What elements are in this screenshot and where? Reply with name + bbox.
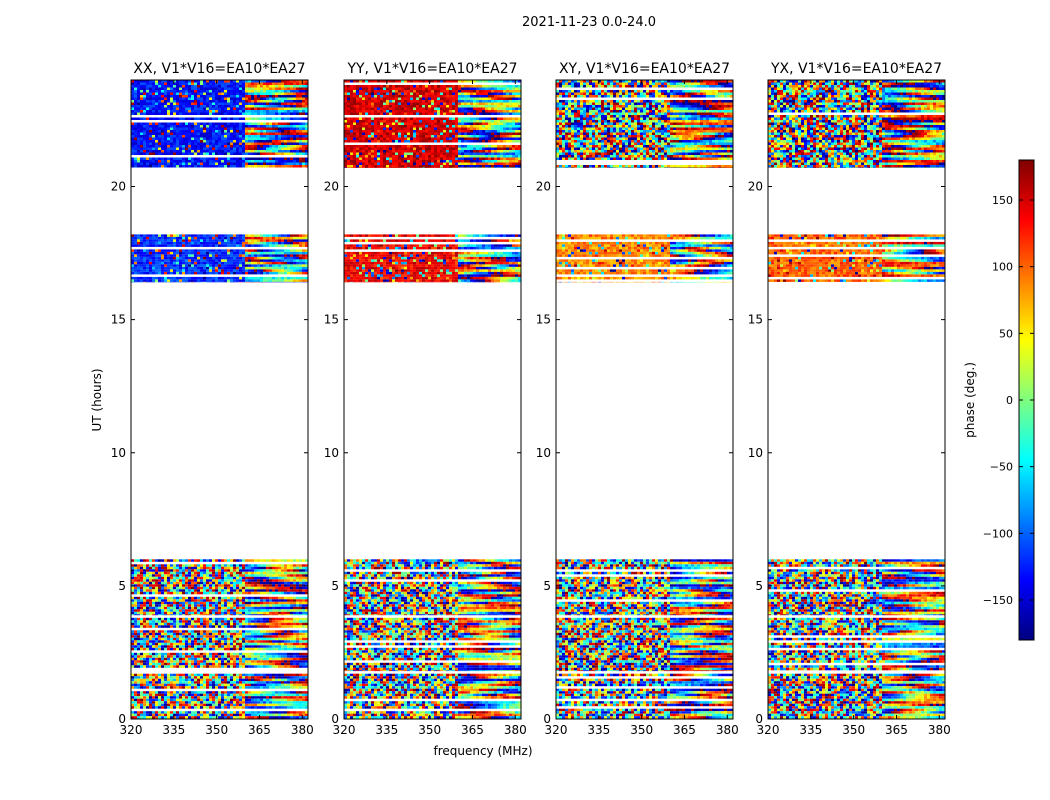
x-tick-label: 350	[842, 723, 865, 737]
y-axis-label: UT (hours)	[90, 368, 104, 431]
heatmap-cells	[131, 80, 308, 719]
figure-suptitle: 2021-11-23 0.0-24.0	[522, 15, 656, 30]
y-tick-label: 5	[755, 579, 763, 593]
data-band	[344, 234, 521, 283]
colorbar-tick-label: −150	[983, 594, 1013, 607]
y-tick-label: 0	[543, 712, 551, 726]
panel-title: YX, V1*V16=EA10*EA27	[770, 61, 942, 77]
x-tick-label: 365	[885, 723, 908, 737]
y-tick-label: 15	[536, 313, 551, 327]
x-tick-label: 380	[928, 723, 951, 737]
y-tick-label: 10	[536, 446, 551, 460]
panel-3: XY, V1*V16=EA10*EA27 320 335 350 365 380 0 5 10 1…	[536, 61, 739, 737]
data-band	[768, 80, 945, 168]
data-band	[344, 559, 521, 616]
x-tick-label: 365	[248, 723, 271, 737]
y-tick-label: 5	[331, 579, 339, 593]
data-band	[344, 617, 521, 672]
y-tick-label: 0	[331, 712, 339, 726]
x-tick-label: 365	[461, 723, 484, 737]
data-band	[344, 80, 521, 168]
y-tick-label: 10	[324, 446, 339, 460]
panel-frame	[555, 79, 734, 720]
panel-frame	[767, 79, 946, 720]
panel-title: XY, V1*V16=EA10*EA27	[559, 61, 730, 77]
data-band	[768, 234, 945, 282]
data-band	[768, 559, 945, 616]
x-tick-label: 380	[716, 723, 739, 737]
data-band	[556, 673, 733, 719]
y-tick-label: 0	[118, 712, 126, 726]
colorbar-label: phase (deg.)	[963, 362, 977, 438]
y-tick-label: 15	[111, 313, 126, 327]
x-tick-label: 320	[545, 723, 568, 737]
panel-title: XX, V1*V16=EA10*EA27	[133, 61, 305, 77]
x-tick-label: 350	[205, 723, 228, 737]
x-tick-label: 335	[162, 723, 185, 737]
x-tick-label: 320	[120, 723, 143, 737]
colorbar-tick-label: −50	[990, 461, 1013, 474]
panel-4: YX, V1*V16=EA10*EA27 320 335 350 365 380 0 5 10 1…	[748, 61, 951, 737]
x-tick-label: 380	[504, 723, 527, 737]
data-band	[556, 617, 733, 672]
x-tick-label: 335	[587, 723, 610, 737]
y-tick-label: 20	[324, 180, 339, 194]
y-tick-label: 10	[111, 446, 126, 460]
y-tick-label: 15	[748, 313, 763, 327]
x-tick-label: 320	[333, 723, 356, 737]
heatmap-cells	[556, 80, 733, 719]
data-band	[556, 234, 733, 283]
x-tick-label: 350	[630, 723, 653, 737]
x-tick-label: 365	[673, 723, 696, 737]
y-tick-label: 20	[536, 180, 551, 194]
y-tick-label: 15	[324, 313, 339, 327]
colorbar-ticks: 150 100 50 0 −50 −100 −150	[983, 194, 1034, 607]
data-band	[131, 559, 308, 616]
panel-1: XX, V1*V16=EA10*EA27 320 335 350 365 380 0 5 10 1…	[111, 61, 314, 737]
data-band	[131, 80, 308, 168]
x-tick-label: 335	[375, 723, 398, 737]
x-axis-label: frequency (MHz)	[433, 744, 532, 758]
panel-title: YY, V1*V16=EA10*EA27	[346, 61, 517, 77]
data-band	[768, 673, 945, 719]
x-tick-label: 320	[757, 723, 780, 737]
colorbar-tick-label: 150	[992, 194, 1013, 207]
y-tick-label: 0	[755, 712, 763, 726]
data-band	[131, 617, 308, 668]
x-tick-label: 335	[799, 723, 822, 737]
colorbar-tick-label: 0	[1006, 394, 1013, 407]
x-tick-label: 350	[418, 723, 441, 737]
y-tick-label: 20	[111, 180, 126, 194]
colorbar-tick-label: −100	[983, 527, 1013, 540]
panel-2: YY, V1*V16=EA10*EA27 320 335 350 365 380 0 5 10 1…	[324, 61, 527, 737]
y-tick-label: 20	[748, 180, 763, 194]
y-tick-label: 5	[118, 579, 126, 593]
y-tick-label: 5	[543, 579, 551, 593]
panels-group: XX, V1*V16=EA10*EA27 320 335 350 365 380 0 5 10 1…	[111, 61, 951, 737]
y-tick-label: 10	[748, 446, 763, 460]
heatmap-cells	[768, 80, 945, 719]
data-band	[131, 673, 308, 719]
panel-frame	[343, 79, 522, 720]
heatmap-cells	[344, 80, 521, 719]
data-band	[556, 80, 733, 168]
x-tick-label: 380	[291, 723, 314, 737]
colorbar-tick-label: 50	[999, 327, 1013, 340]
data-band	[556, 559, 733, 616]
panel-frame	[130, 79, 309, 720]
colorbar-tick-label: 100	[992, 261, 1013, 274]
data-band	[131, 234, 308, 283]
data-band	[344, 673, 521, 719]
data-band	[768, 617, 945, 671]
colorbar: 150 100 50 0 −50 −100 −150 phase (deg.)	[963, 159, 1035, 641]
